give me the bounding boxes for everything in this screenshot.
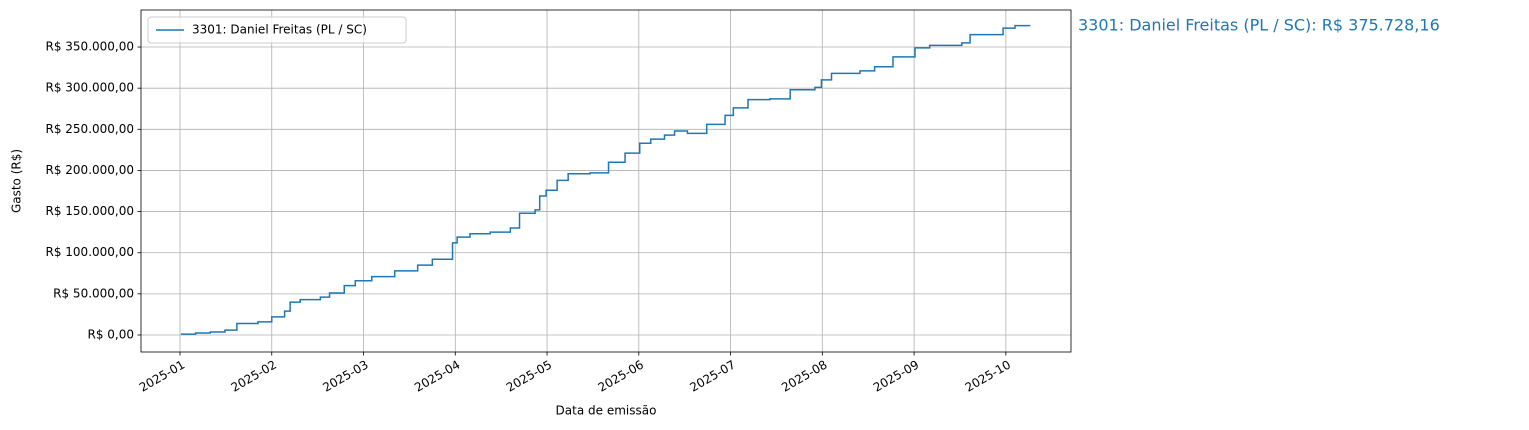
x-tick-label: 2025-01 <box>137 358 187 395</box>
legend-label: 3301: Daniel Freitas (PL / SC) <box>192 23 367 37</box>
y-tick-label: R$ 0,00 <box>87 328 134 342</box>
y-tick-label: R$ 100.000,00 <box>46 245 135 259</box>
x-tick-label: 2025-02 <box>229 358 279 395</box>
y-tick-label: R$ 200.000,00 <box>46 163 135 177</box>
y-tick-label: R$ 350.000,00 <box>46 40 135 54</box>
x-tick-label: 2025-09 <box>871 358 921 395</box>
line <box>180 24 1031 335</box>
x-tick-label: 2025-06 <box>596 358 646 395</box>
x-axis-label: Data de emissão <box>556 404 657 418</box>
y-tick-label: R$ 250.000,00 <box>46 122 135 136</box>
x-tick-label: 2025-04 <box>412 358 462 395</box>
x-tick-label: 2025-07 <box>687 358 737 395</box>
y-tick-label: R$ 300.000,00 <box>46 81 135 95</box>
x-tick-label: 2025-10 <box>963 358 1013 395</box>
y-tick-label: R$ 50.000,00 <box>53 286 134 300</box>
x-tick-label: 2025-08 <box>779 358 829 395</box>
x-tick-label: 2025-03 <box>320 358 370 395</box>
x-tick-label: 2025-05 <box>504 358 554 395</box>
y-axis-label: Gasto (R$) <box>10 149 24 213</box>
annotation: 3301: Daniel Freitas (PL / SC): R$ 375.7… <box>1078 16 1440 35</box>
legend: 3301: Daniel Freitas (PL / SC) <box>147 16 407 44</box>
legend-box <box>147 16 407 44</box>
y-tick-label: R$ 150.000,00 <box>46 204 135 218</box>
plot-frame <box>140 9 1072 353</box>
